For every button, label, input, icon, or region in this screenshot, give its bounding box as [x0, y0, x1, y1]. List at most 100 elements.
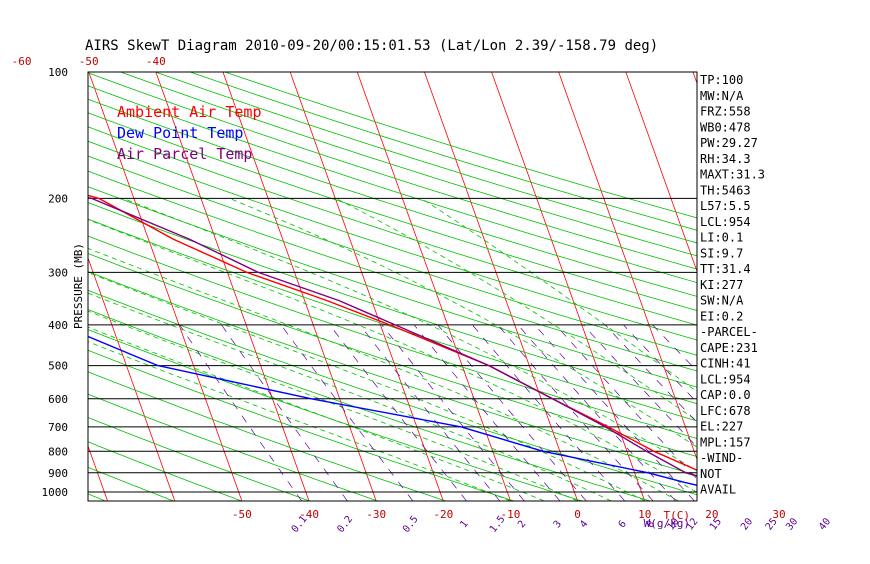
moist-adiabat-line: [88, 292, 612, 501]
mixing-ratio-line: [517, 324, 676, 501]
mixing-ratio-tick-label: 1: [458, 519, 470, 531]
top-temp-tick-label: -50: [79, 55, 99, 68]
isotherm-line: [88, 72, 243, 501]
plot-frame: [87, 71, 698, 502]
grid-layer: [88, 72, 697, 501]
bottom-temp-tick-label: -30: [366, 508, 386, 521]
stats-item: FRZ:558: [700, 105, 751, 119]
legend-dew-point-temp: Dew Point Temp: [117, 124, 243, 142]
mixing-ratio-line: [605, 324, 697, 423]
dry-adiabat-line: [88, 112, 697, 311]
moist-adiabat-line: [88, 219, 697, 493]
dry-adiabat-line: [88, 72, 697, 270]
mixing-ratio-line: [179, 324, 302, 501]
series-layer: [88, 194, 697, 486]
stats-item: MAXT:31.3: [700, 168, 765, 182]
chart-title: AIRS SkewT Diagram 2010-09-20/00:15:01.5…: [85, 38, 658, 54]
mixing-ratio-line: [497, 324, 654, 501]
dry-adiabat-line: [120, 72, 697, 257]
stats-item: PW:29.27: [700, 136, 758, 150]
isotherm-line: [88, 256, 176, 501]
moist-adiabat-line: [88, 310, 578, 501]
mixing-ratio-tick-label: 8: [645, 519, 657, 531]
mixing-ratio-line: [381, 324, 525, 501]
stats-item: MPL:157: [700, 435, 751, 449]
dry-adiabat-line: [88, 98, 697, 297]
mixing-ratio-line: [280, 324, 414, 501]
dry-adiabat-line: [88, 186, 697, 388]
isotherm-line: [491, 72, 646, 501]
mixing-ratio-tick-label: 3: [552, 519, 564, 531]
mixing-ratio-tick-label: 2: [516, 519, 528, 531]
bottom-temp-tick-label: -20: [433, 508, 453, 521]
bottom-temp-tick-label: 20: [705, 508, 718, 521]
dry-adiabat-line: [88, 155, 697, 356]
isotherm-line: [155, 72, 310, 501]
moist-adiabat-line: [88, 326, 545, 501]
stats-item: SW:N/A: [700, 294, 744, 308]
moist-adiabat-line: [122, 198, 697, 472]
stats-item: EL:227: [700, 420, 743, 434]
moist-adiabat-line: [88, 247, 679, 501]
pressure-tick-label: 500: [48, 360, 68, 373]
bottom-temp-tick-label: 30: [772, 508, 785, 521]
stats-item: LCL:954: [700, 215, 751, 229]
stats-item: TP:100: [700, 73, 743, 87]
mixing-ratio-line: [329, 324, 467, 501]
air-parcel-temp-line: [88, 196, 697, 477]
legend: Ambient Air Temp Dew Point Temp Air Parc…: [117, 103, 262, 163]
bottom-temp-tick-label: 0: [574, 508, 581, 521]
pressure-tick-label: 400: [48, 319, 68, 332]
stats-item: RH:34.3: [700, 152, 751, 166]
dew-point-temp-line: [88, 335, 697, 486]
stats-item: NOT: [700, 467, 722, 481]
legend-ambient-air-temp: Ambient Air Temp: [117, 103, 262, 121]
pressure-tick-label: 900: [48, 467, 68, 480]
isotherm-line: [424, 72, 579, 501]
dry-adiabat-line: [88, 417, 312, 501]
moist-adiabat-line: [229, 198, 697, 448]
stats-item: L57:5.5: [700, 199, 751, 213]
stats-item: LI:0.1: [700, 231, 743, 245]
bottom-temp-tick-label: 10: [638, 508, 651, 521]
mixing-ratio-tick-label: 6: [617, 519, 629, 531]
mixing-ratio-line: [359, 324, 500, 501]
pressure-tick-label: 600: [48, 393, 68, 406]
stats-item: CINH:41: [700, 357, 751, 371]
stats-item: CAP:0.0: [700, 388, 751, 402]
top-temp-tick-label: -40: [146, 55, 166, 68]
stats-item: CAPE:231: [700, 341, 758, 355]
moist-adiabat-line: [335, 198, 697, 422]
dry-adiabat-line: [88, 85, 697, 284]
bottom-temp-tick-label: -50: [232, 508, 252, 521]
stats-item: LFC:678: [700, 404, 751, 418]
pressure-tick-label: 200: [48, 192, 68, 205]
pressure-tick-label: 700: [48, 421, 68, 434]
dry-adiabat-line: [88, 466, 175, 501]
x-axis-label: T(C): [664, 509, 691, 522]
stats-item: WB0:478: [700, 120, 751, 134]
isotherm-line: [625, 72, 697, 273]
mixing-ratio-line: [534, 324, 695, 501]
pressure-tick-label: 300: [48, 266, 68, 279]
mixing-ratio-line: [555, 324, 697, 480]
stats-item: MW:N/A: [700, 89, 744, 103]
pressure-tick-label: 800: [48, 445, 68, 458]
stats-item: KI:277: [700, 278, 743, 292]
dry-adiabat-line: [88, 170, 697, 372]
pressure-tick-label: 1000: [42, 486, 69, 499]
dry-adiabat-line: [88, 140, 697, 341]
isotherm-line: [289, 72, 444, 501]
mixing-ratio-line: [221, 324, 348, 501]
mixing-ratio-line: [583, 324, 697, 448]
stats-item: TT:31.4: [700, 262, 751, 276]
moist-adiabat-line: [88, 272, 645, 501]
dry-adiabat-line: [88, 441, 243, 501]
stats-item: -WIND-: [700, 451, 743, 465]
stats-item: TH:5463: [700, 183, 751, 197]
isotherm-line: [558, 72, 697, 461]
stats-item: LCL:954: [700, 372, 751, 386]
legend-air-parcel-temp: Air Parcel Temp: [117, 145, 252, 163]
